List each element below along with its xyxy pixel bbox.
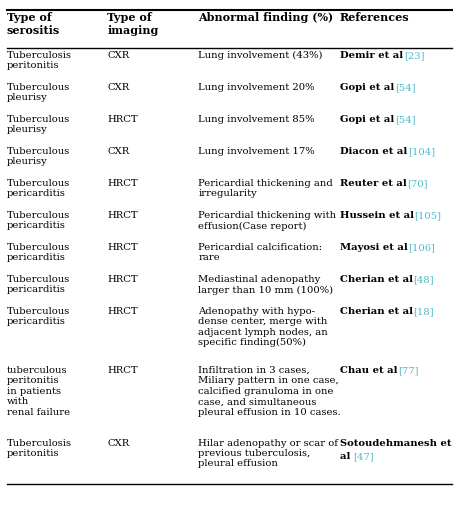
Text: Tuberculosis
peritonitis: Tuberculosis peritonitis bbox=[7, 438, 72, 458]
Text: Tuberculous
pleurisy: Tuberculous pleurisy bbox=[7, 147, 70, 167]
Text: Pericardial thickening and
irregularity: Pericardial thickening and irregularity bbox=[199, 179, 333, 198]
Text: [104]: [104] bbox=[408, 147, 435, 156]
Text: Adenopathy with hypo-
dense center, merge with
adjacent lymph nodes, an
specific: Adenopathy with hypo- dense center, merg… bbox=[199, 307, 328, 347]
Text: Demir et al: Demir et al bbox=[340, 51, 407, 60]
Text: Tuberculous
pericarditis: Tuberculous pericarditis bbox=[7, 243, 70, 263]
Text: [18]: [18] bbox=[413, 307, 434, 316]
Text: Lung involvement 85%: Lung involvement 85% bbox=[199, 115, 315, 124]
Text: Mediastinal adenopathy
larger than 10 mm (100%): Mediastinal adenopathy larger than 10 mm… bbox=[199, 275, 334, 294]
Text: HRCT: HRCT bbox=[107, 115, 138, 124]
Text: Cherian et al: Cherian et al bbox=[340, 307, 416, 316]
Text: Pericardial calcification:
rare: Pericardial calcification: rare bbox=[199, 243, 323, 263]
Text: [54]: [54] bbox=[395, 83, 416, 92]
Text: HRCT: HRCT bbox=[107, 366, 138, 375]
Text: Tuberculosis
peritonitis: Tuberculosis peritonitis bbox=[7, 51, 72, 70]
Text: Abnormal finding (%): Abnormal finding (%) bbox=[199, 12, 334, 23]
Text: CXR: CXR bbox=[107, 438, 129, 447]
Text: Infiltration in 3 cases,
Miliary pattern in one case,
calcified granuloma in one: Infiltration in 3 cases, Miliary pattern… bbox=[199, 366, 341, 417]
Text: Chau et al: Chau et al bbox=[340, 366, 401, 375]
Text: [23]: [23] bbox=[404, 51, 425, 60]
Text: [48]: [48] bbox=[413, 275, 434, 284]
Text: HRCT: HRCT bbox=[107, 275, 138, 284]
Text: Tuberculous
pleurisy: Tuberculous pleurisy bbox=[7, 83, 70, 102]
Text: CXR: CXR bbox=[107, 51, 129, 60]
Text: Mayosi et al: Mayosi et al bbox=[340, 243, 411, 252]
Text: [47]: [47] bbox=[353, 452, 374, 461]
Text: [70]: [70] bbox=[408, 179, 428, 188]
Text: Diacon et al: Diacon et al bbox=[340, 147, 410, 156]
Text: Tuberculous
pleurisy: Tuberculous pleurisy bbox=[7, 115, 70, 134]
Text: [105]: [105] bbox=[414, 211, 441, 220]
Text: Reuter et al: Reuter et al bbox=[340, 179, 410, 188]
Text: Gopi et al: Gopi et al bbox=[340, 83, 398, 92]
Text: Hilar adenopathy or scar of
previous tuberculosis,
pleural effusion: Hilar adenopathy or scar of previous tub… bbox=[199, 438, 338, 468]
Text: HRCT: HRCT bbox=[107, 211, 138, 220]
Text: CXR: CXR bbox=[107, 83, 129, 92]
Text: Type of
imaging: Type of imaging bbox=[107, 12, 159, 36]
Text: HRCT: HRCT bbox=[107, 243, 138, 252]
Text: Tuberculous
pericarditis: Tuberculous pericarditis bbox=[7, 307, 70, 326]
Text: Pericardial thickening with
effusion(Case report): Pericardial thickening with effusion(Cas… bbox=[199, 211, 337, 231]
Text: Gopi et al: Gopi et al bbox=[340, 115, 398, 124]
Text: al: al bbox=[340, 452, 354, 461]
Text: Lung involvement (43%): Lung involvement (43%) bbox=[199, 51, 323, 60]
Text: Type of
serositis: Type of serositis bbox=[7, 12, 60, 36]
Text: CXR: CXR bbox=[107, 147, 129, 156]
Text: Cherian et al: Cherian et al bbox=[340, 275, 416, 284]
Text: [106]: [106] bbox=[409, 243, 435, 252]
Text: [77]: [77] bbox=[399, 366, 419, 375]
Text: Lung involvement 17%: Lung involvement 17% bbox=[199, 147, 315, 156]
Text: HRCT: HRCT bbox=[107, 307, 138, 316]
Text: HRCT: HRCT bbox=[107, 179, 138, 188]
Text: Hussein et al: Hussein et al bbox=[340, 211, 417, 220]
Text: References: References bbox=[340, 12, 410, 23]
Text: Lung involvement 20%: Lung involvement 20% bbox=[199, 83, 315, 92]
Text: Tuberculous
pericarditis: Tuberculous pericarditis bbox=[7, 179, 70, 198]
Text: Tuberculous
pericarditis: Tuberculous pericarditis bbox=[7, 275, 70, 294]
Text: Tuberculous
pericarditis: Tuberculous pericarditis bbox=[7, 211, 70, 230]
Text: [54]: [54] bbox=[395, 115, 416, 124]
Text: Sotoudehmanesh et: Sotoudehmanesh et bbox=[340, 438, 451, 447]
Text: tuberculous
peritonitis
in patients
with
renal failure: tuberculous peritonitis in patients with… bbox=[7, 366, 70, 417]
